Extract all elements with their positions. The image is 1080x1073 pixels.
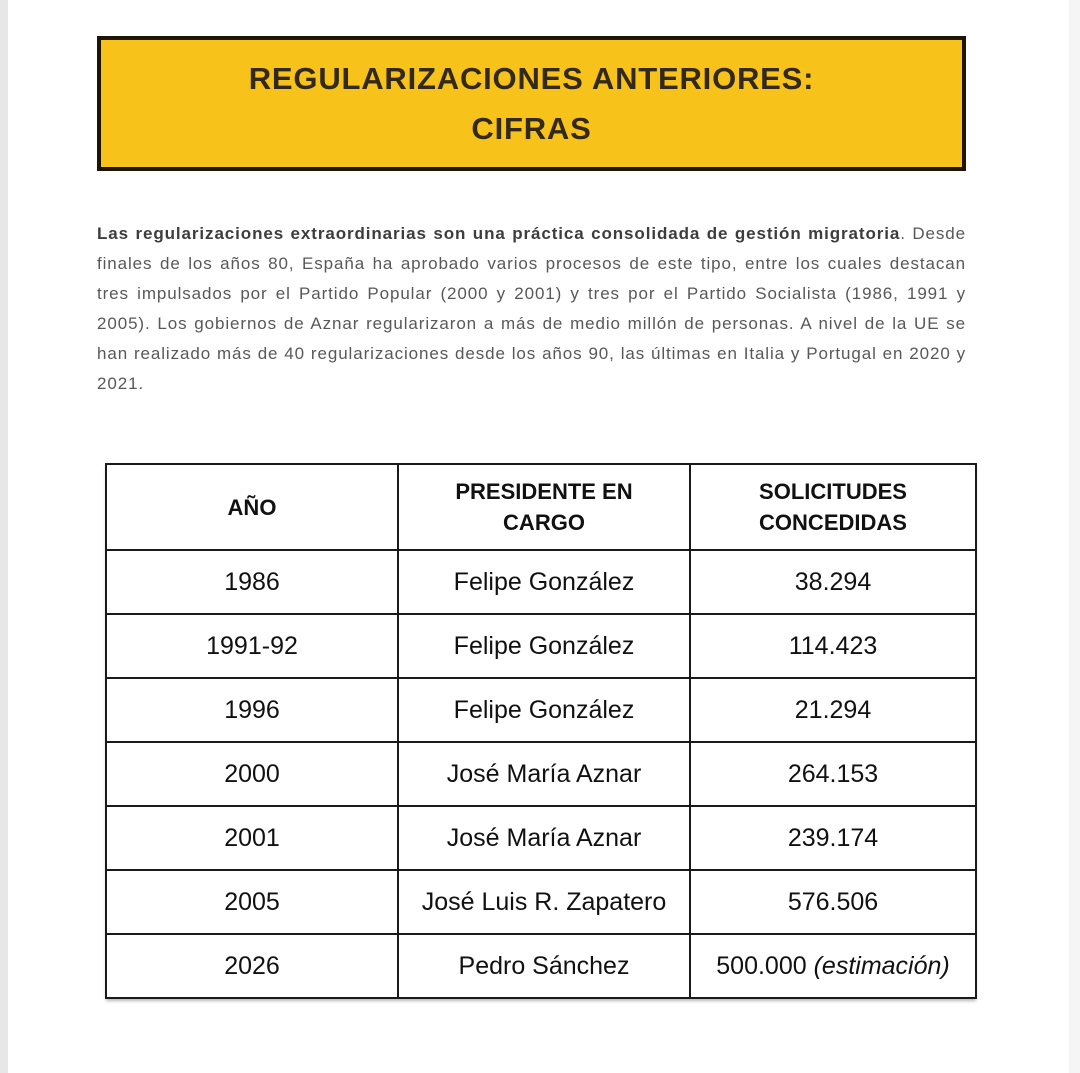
cell-granted: 239.174 [689, 805, 977, 871]
granted-value: 500.000 [716, 951, 807, 980]
granted-value: 21.294 [794, 695, 872, 724]
table-row: 2000 José María Aznar 264.153 [105, 741, 977, 807]
table-row: 2005 José Luis R. Zapatero 576.506 [105, 869, 977, 935]
table-body: 1986 Felipe González 38.294 1991-92 Feli… [105, 549, 977, 999]
cell-president: Felipe González [397, 549, 691, 615]
cell-president: José Luis R. Zapatero [397, 869, 691, 935]
granted-value: 114.423 [788, 631, 878, 660]
page-edge-left [0, 0, 8, 1073]
cell-year: 2000 [105, 741, 399, 807]
cell-president: Felipe González [397, 613, 691, 679]
table-row: 1986 Felipe González 38.294 [105, 549, 977, 615]
title-line-2: CIFRAS [471, 110, 592, 146]
granted-value: 239.174 [787, 823, 879, 852]
cell-granted: 114.423 [689, 613, 977, 679]
cell-president: José María Aznar [397, 741, 691, 807]
cell-president: Felipe González [397, 677, 691, 743]
page-edge-right [1069, 0, 1080, 1073]
cell-year: 2005 [105, 869, 399, 935]
cell-year: 2026 [105, 933, 399, 999]
header-cell-president: PRESIDENTE EN CARGO [397, 463, 691, 551]
granted-value: 38.294 [794, 567, 872, 596]
cell-year: 1986 [105, 549, 399, 615]
cell-year: 1991-92 [105, 613, 399, 679]
cell-year: 1996 [105, 677, 399, 743]
table-row: 2026 Pedro Sánchez 500.000 (estimación) [105, 933, 977, 999]
header-cell-granted: SOLICITUDES CONCEDIDAS [689, 463, 977, 551]
cell-granted: 576.506 [689, 869, 977, 935]
cell-granted: 38.294 [689, 549, 977, 615]
cell-year: 2001 [105, 805, 399, 871]
cell-president: José María Aznar [397, 805, 691, 871]
cell-granted: 500.000 (estimación) [689, 933, 977, 999]
regularizations-table: AÑO PRESIDENTE EN CARGO SOLICITUDES CONC… [105, 463, 977, 999]
table-row: 1991-92 Felipe González 114.423 [105, 613, 977, 679]
intro-paragraph: Las regularizaciones extraordinarias son… [97, 219, 966, 399]
cell-president: Pedro Sánchez [397, 933, 691, 999]
cell-granted: 264.153 [689, 741, 977, 807]
table-row: 2001 José María Aznar 239.174 [105, 805, 977, 871]
table-header-row: AÑO PRESIDENTE EN CARGO SOLICITUDES CONC… [105, 463, 977, 551]
granted-note: (estimación) [806, 951, 950, 980]
granted-value: 576.506 [787, 887, 879, 916]
title-line-1: REGULARIZACIONES ANTERIORES: [248, 60, 815, 96]
intro-bold-text: Las regularizaciones extraordinarias son… [97, 224, 901, 243]
header-cell-year: AÑO [105, 463, 399, 551]
cell-granted: 21.294 [689, 677, 977, 743]
title-banner: REGULARIZACIONES ANTERIORES: CIFRAS [97, 36, 966, 171]
table-header: AÑO PRESIDENTE EN CARGO SOLICITUDES CONC… [105, 463, 977, 551]
intro-regular-text: . Desde finales de los años 80, España h… [97, 224, 966, 393]
granted-value: 264.153 [787, 759, 879, 788]
table-row: 1996 Felipe González 21.294 [105, 677, 977, 743]
